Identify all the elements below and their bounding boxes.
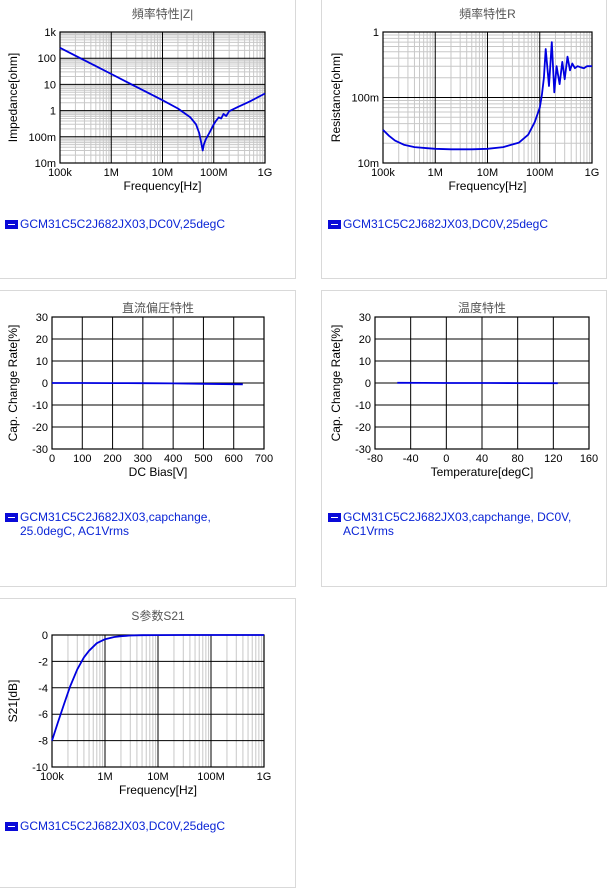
legend-temperature: GCM31C5C2J682JX03,capchange, DC0V, AC1Vr… bbox=[328, 510, 600, 538]
y-tick-label: 100 bbox=[38, 53, 56, 65]
chart-title: 頻率特性R bbox=[459, 6, 516, 21]
x-tick-label: 40 bbox=[476, 453, 488, 465]
x-tick-label: 1G bbox=[258, 167, 273, 179]
legend-label: GCM31C5C2J682JX03,DC0V,25degC bbox=[20, 217, 225, 231]
legend-label: GCM31C5C2J682JX03,DC0V,25degC bbox=[343, 217, 548, 231]
x-axis-label: Temperature[degC] bbox=[431, 465, 534, 479]
y-axis-label: S21[dB] bbox=[6, 680, 20, 723]
x-tick-label: 400 bbox=[164, 453, 182, 465]
y-tick-label: 1 bbox=[373, 27, 379, 39]
legend-swatch bbox=[5, 822, 18, 831]
y-tick-label: 0 bbox=[42, 378, 48, 390]
x-axis-label: Frequency[Hz] bbox=[119, 783, 197, 797]
y-tick-label: 10 bbox=[44, 79, 56, 91]
y-axis-label: Resistance[ohm] bbox=[329, 53, 343, 142]
y-tick-label: -10 bbox=[32, 400, 48, 412]
x-tick-label: 300 bbox=[134, 453, 152, 465]
legend-resistance: GCM31C5C2J682JX03,DC0V,25degC bbox=[328, 217, 598, 231]
x-tick-label: 0 bbox=[443, 453, 449, 465]
x-tick-label: 100M bbox=[526, 167, 554, 179]
legend-s21: GCM31C5C2J682JX03,DC0V,25degC bbox=[5, 819, 285, 833]
y-tick-label: 10 bbox=[36, 356, 48, 368]
y-axis-label: Impedance[ohm] bbox=[6, 53, 20, 142]
legend-label: GCM31C5C2J682JX03,capchange, DC0V, AC1Vr… bbox=[343, 510, 600, 538]
y-tick-label: 100m bbox=[28, 132, 56, 144]
chart-title: 頻率特性|Z| bbox=[132, 6, 194, 21]
legend-swatch bbox=[5, 220, 18, 229]
series-line bbox=[52, 383, 243, 384]
x-tick-label: 1M bbox=[104, 167, 119, 179]
y-tick-label: 20 bbox=[36, 334, 48, 346]
y-tick-label: -2 bbox=[38, 656, 48, 668]
x-tick-label: 100 bbox=[73, 453, 91, 465]
y-tick-label: -10 bbox=[32, 762, 48, 774]
x-tick-label: 200 bbox=[103, 453, 121, 465]
chart-title: 温度特性 bbox=[458, 300, 506, 315]
y-tick-label: 30 bbox=[36, 312, 48, 324]
x-tick-label: 100M bbox=[200, 167, 228, 179]
legend-swatch bbox=[5, 513, 18, 522]
x-axis-label: Frequency[Hz] bbox=[123, 179, 201, 193]
legend-swatch bbox=[328, 220, 341, 229]
x-tick-label: 500 bbox=[194, 453, 212, 465]
y-axis-label: Cap. Change Rate[%] bbox=[6, 325, 20, 442]
y-tick-label: 0 bbox=[42, 630, 48, 642]
x-tick-label: 1G bbox=[585, 167, 600, 179]
legend-swatch bbox=[328, 513, 341, 522]
x-tick-label: 700 bbox=[255, 453, 273, 465]
x-tick-label: 600 bbox=[225, 453, 243, 465]
y-tick-label: -8 bbox=[38, 736, 48, 748]
chart-title: S参数S21 bbox=[131, 608, 185, 623]
chart-title: 直流偏圧特性 bbox=[122, 300, 194, 315]
y-tick-label: 30 bbox=[359, 312, 371, 324]
y-tick-label: -10 bbox=[355, 400, 371, 412]
y-tick-label: -20 bbox=[32, 422, 48, 434]
y-tick-label: 1 bbox=[50, 106, 56, 118]
x-tick-label: 1M bbox=[97, 771, 112, 783]
x-tick-label: 10M bbox=[477, 167, 498, 179]
legend-label: GCM31C5C2J682JX03,DC0V,25degC bbox=[20, 819, 225, 833]
y-tick-label: -30 bbox=[355, 444, 371, 456]
legend-dc-bias: GCM31C5C2J682JX03,capchange, 25.0degC, A… bbox=[5, 510, 245, 538]
y-tick-label: 10 bbox=[359, 356, 371, 368]
legend-impedance: GCM31C5C2J682JX03,DC0V,25degC bbox=[5, 217, 285, 231]
x-tick-label: 10M bbox=[147, 771, 168, 783]
y-tick-label: -4 bbox=[38, 683, 48, 695]
x-tick-label: -40 bbox=[403, 453, 419, 465]
y-tick-label: 20 bbox=[359, 334, 371, 346]
y-tick-label: -20 bbox=[355, 422, 371, 434]
legend-label: GCM31C5C2J682JX03,capchange, 25.0degC, A… bbox=[20, 510, 245, 538]
x-axis-label: DC Bias[V] bbox=[129, 465, 188, 479]
y-tick-label: 10m bbox=[35, 158, 56, 170]
y-tick-label: -30 bbox=[32, 444, 48, 456]
y-tick-label: 10m bbox=[358, 158, 379, 170]
y-tick-label: 0 bbox=[365, 378, 371, 390]
y-tick-label: 1k bbox=[44, 27, 56, 39]
x-tick-label: 80 bbox=[512, 453, 524, 465]
x-axis-label: Frequency[Hz] bbox=[448, 179, 526, 193]
x-tick-label: 100M bbox=[197, 771, 225, 783]
x-tick-label: 1G bbox=[257, 771, 272, 783]
y-tick-label: 100m bbox=[351, 93, 379, 105]
y-axis-label: Cap. Change Rate[%] bbox=[329, 325, 343, 442]
x-tick-label: 120 bbox=[544, 453, 562, 465]
x-tick-label: 160 bbox=[580, 453, 598, 465]
x-tick-label: 1M bbox=[428, 167, 443, 179]
x-tick-label: 10M bbox=[152, 167, 173, 179]
y-tick-label: -6 bbox=[38, 709, 48, 721]
x-tick-label: 0 bbox=[49, 453, 55, 465]
